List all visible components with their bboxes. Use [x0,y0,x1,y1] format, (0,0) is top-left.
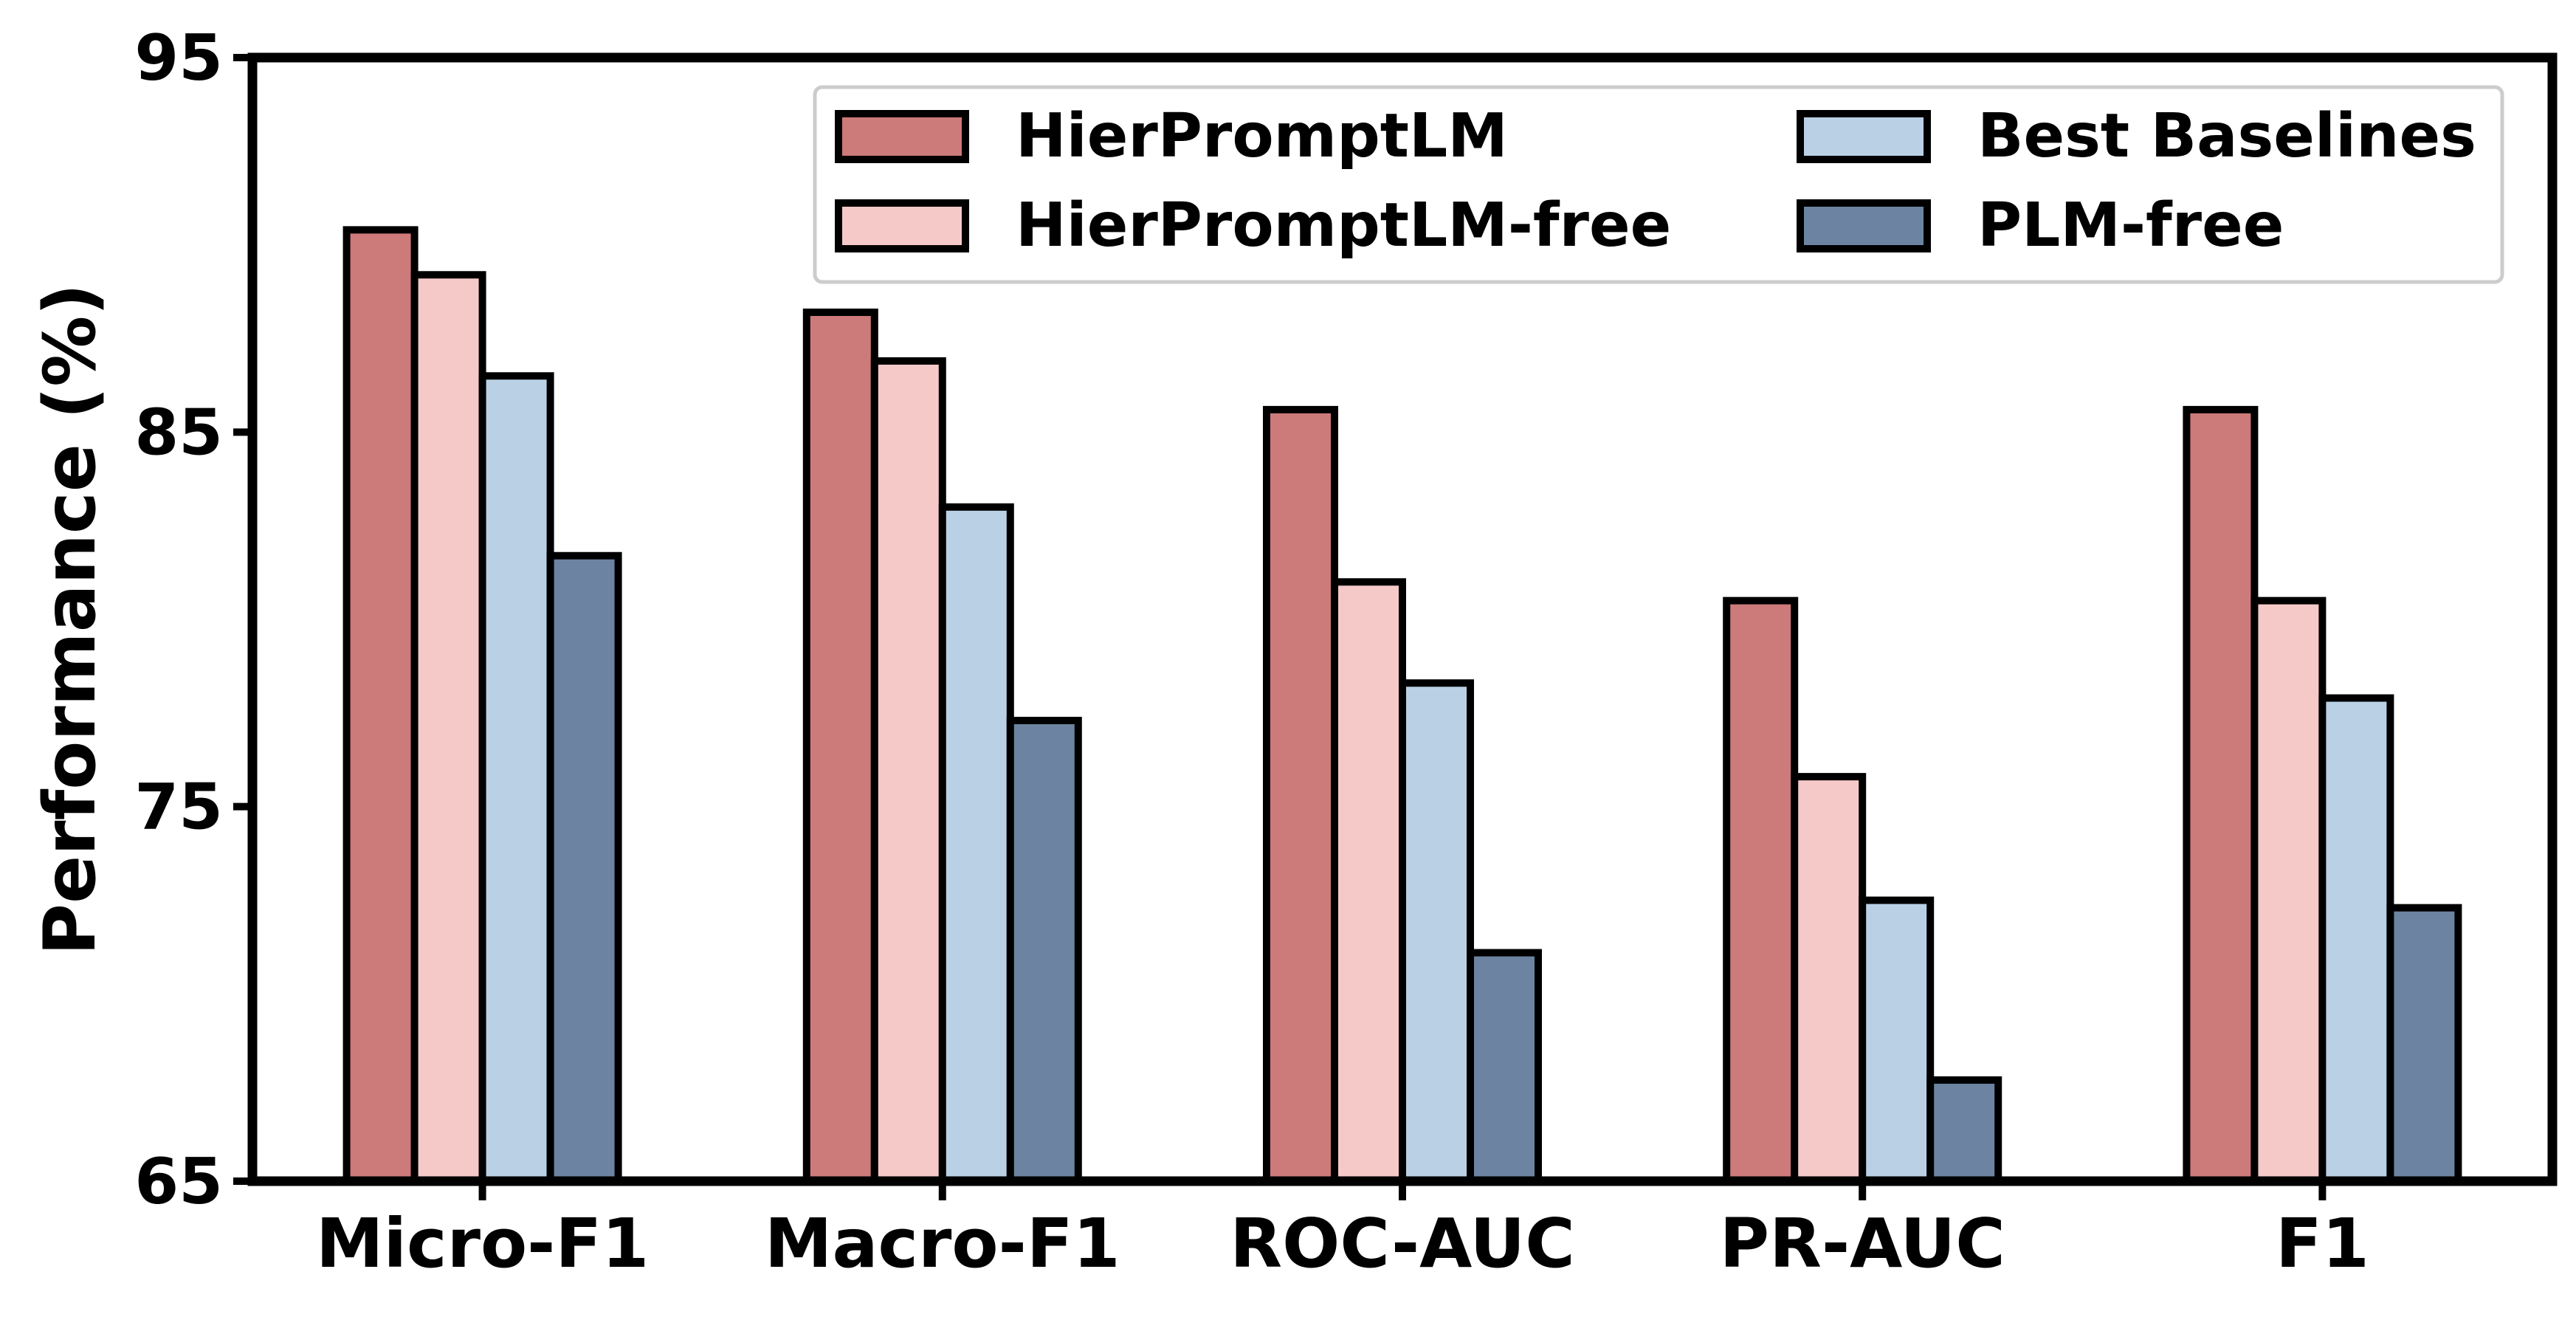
bar-hierpromptlm-free-macro-f1 [870,357,946,1186]
x-tick-label: PR-AUC [1720,1204,2005,1283]
y-tick-label: 85 [134,396,223,470]
legend-swatch-hierpromptlm [835,110,969,163]
bar-best-baselines-f1 [2318,694,2394,1185]
bar-best-baselines-pr-auc [1859,896,1935,1185]
bar-hierpromptlm-micro-f1 [342,226,419,1186]
bar-best-baselines-macro-f1 [938,503,1014,1185]
bar-hierpromptlm-free-micro-f1 [410,271,486,1186]
legend-swatch-hierpromptlm-free [835,199,969,252]
x-tick-label: Micro-F1 [316,1204,649,1283]
legend-label-plm-free: PLM-free [1977,190,2284,261]
axes-layer: 65 75 85 95 Micro-F1 Macro-F1 ROC-AUC PR-AUC F1 P… [29,21,2558,1283]
y-axis-title: Performance (%) [29,283,111,955]
bar-plm-free-micro-f1 [546,551,622,1185]
legend-label-best-baselines: Best Baselines [1977,101,2476,171]
y-tick-label: 75 [134,771,223,845]
legend-label-hierpromptlm-free: HierPromptLM-free [1016,190,1671,261]
legend-frame [813,85,2504,284]
x-tick-label: F1 [2276,1204,2369,1283]
bars-layer [342,226,2462,1186]
y-tick-label: 65 [134,1145,223,1219]
bar-plm-free-macro-f1 [1006,716,1082,1185]
bar-hierpromptlm-roc-auc [1263,405,1338,1185]
legend: HierPromptLM Best Baselines HierPromptLM-f… [813,85,2504,284]
bar-hierpromptlm-f1 [2183,405,2259,1185]
bar-hierpromptlm-pr-auc [1723,596,1799,1185]
y-tick-label: 95 [134,21,223,95]
legend-swatch-best-baselines [1797,110,1931,163]
bar-plm-free-pr-auc [1926,1076,2002,1186]
bar-hierpromptlm-free-pr-auc [1791,773,1867,1185]
x-tick-label: ROC-AUC [1230,1204,1574,1283]
bar-hierpromptlm-macro-f1 [802,308,878,1185]
bar-best-baselines-micro-f1 [478,372,554,1186]
legend-label-hierpromptlm: HierPromptLM [1016,101,1508,171]
bar-hierpromptlm-free-f1 [2250,596,2327,1185]
bar-plm-free-f1 [2386,904,2462,1185]
bar-hierpromptlm-free-roc-auc [1331,578,1406,1185]
legend-swatch-plm-free [1797,199,1931,252]
x-tick-label: Macro-F1 [765,1204,1120,1283]
bar-plm-free-roc-auc [1467,949,1542,1185]
bar-best-baselines-roc-auc [1399,679,1474,1185]
